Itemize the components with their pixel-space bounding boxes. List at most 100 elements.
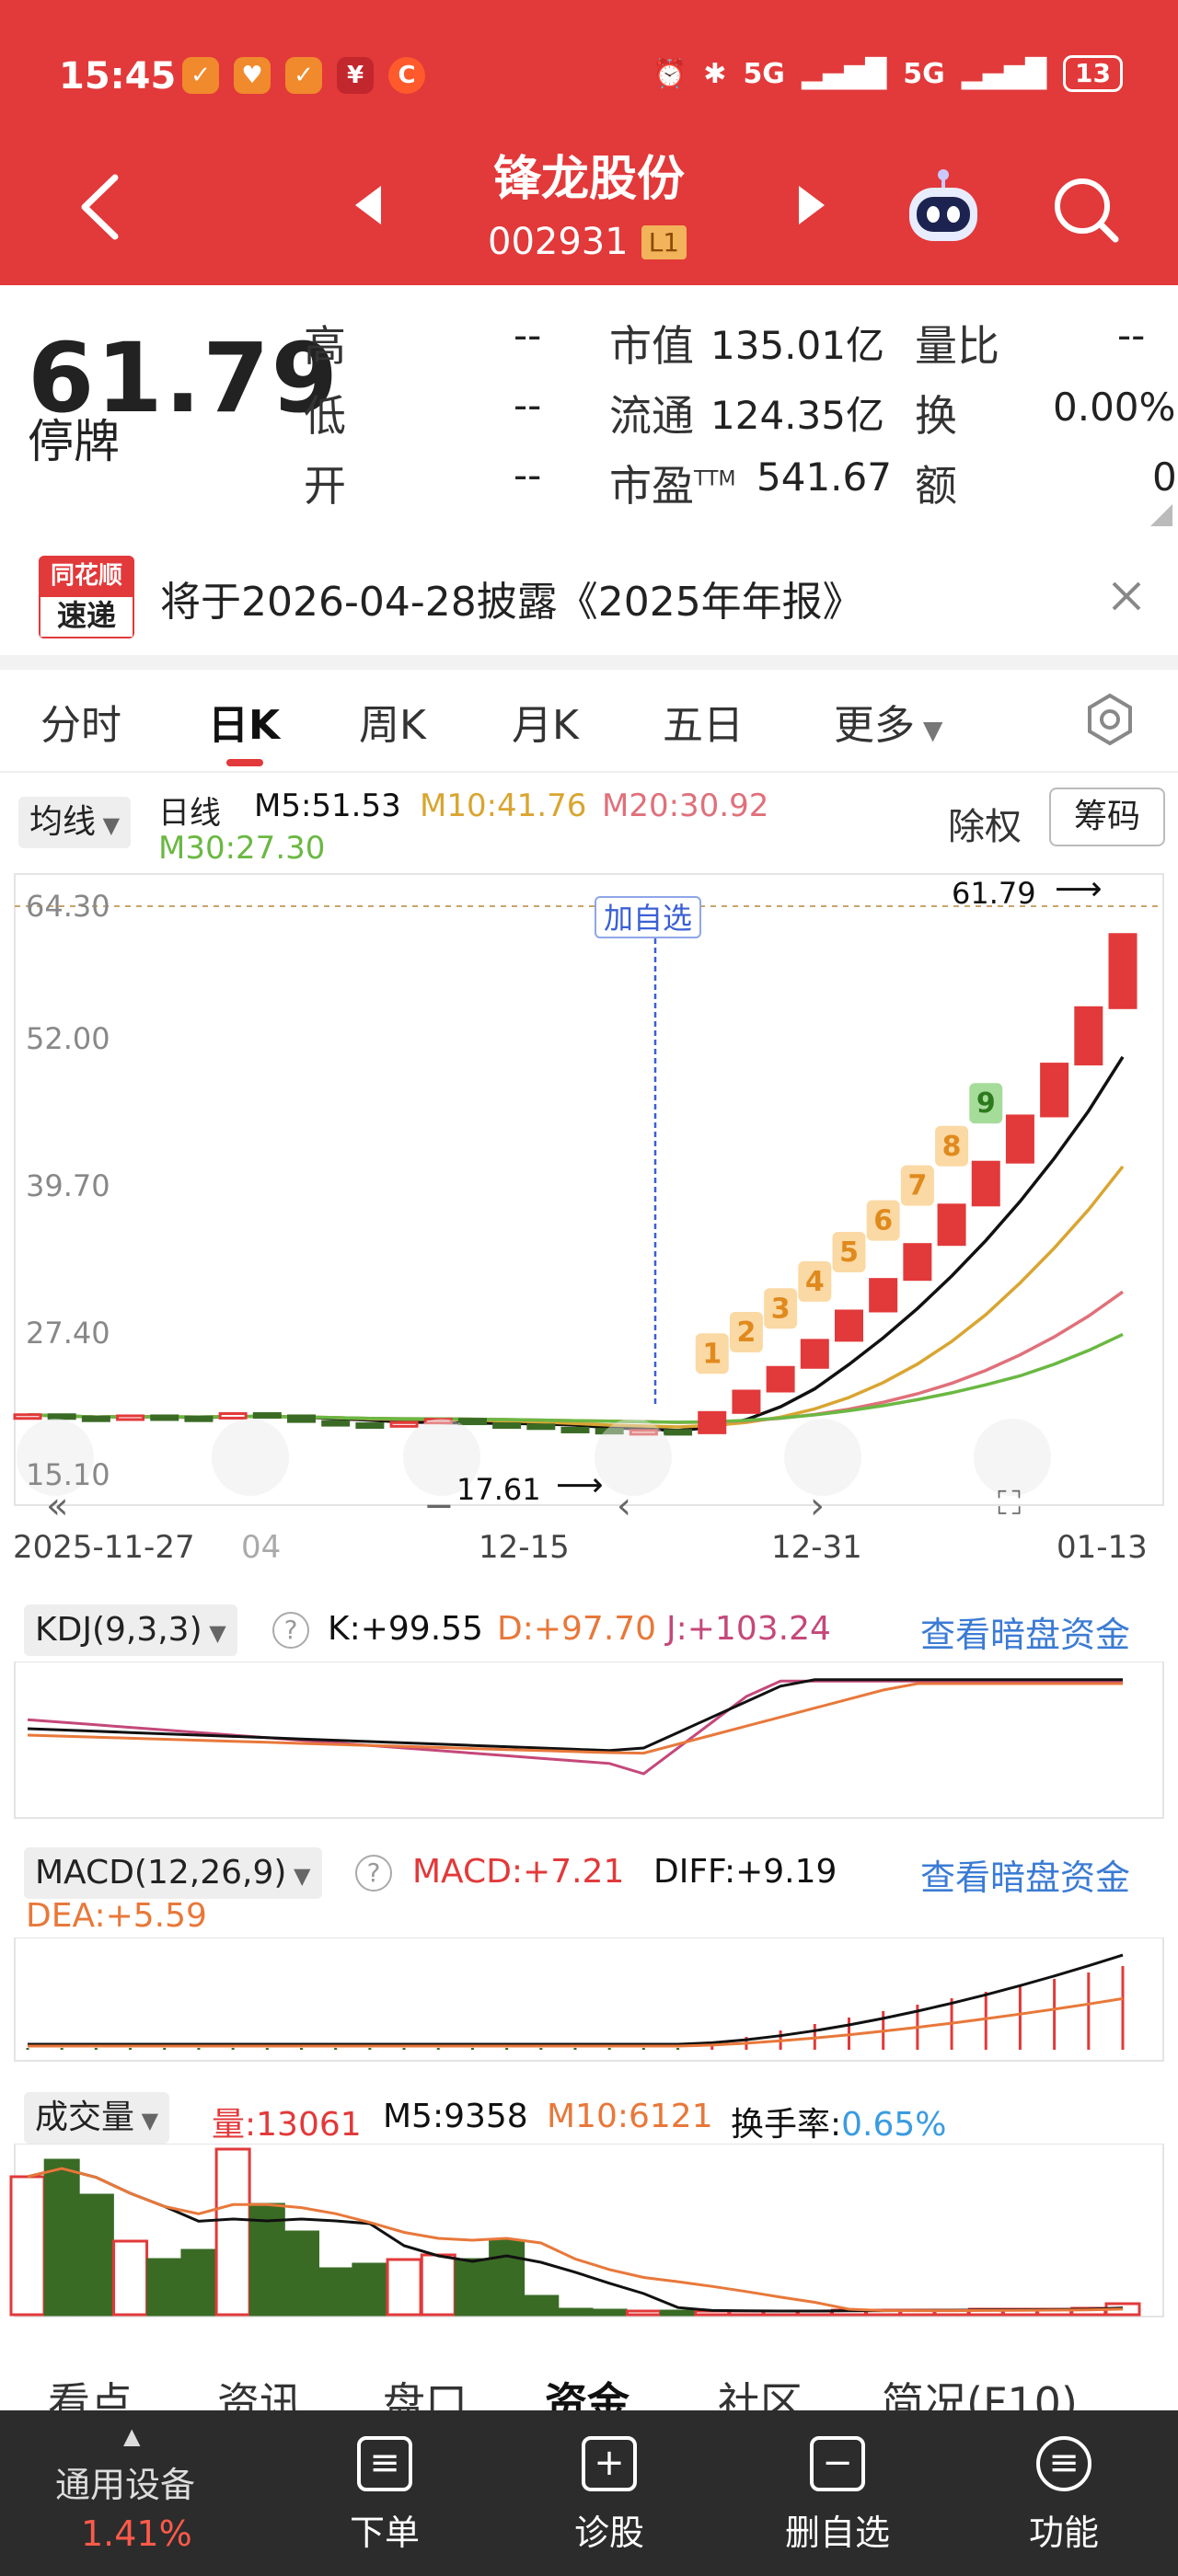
- volume-m10-value: M10:6121: [547, 2098, 713, 2135]
- volume-bar: [9, 2175, 46, 2317]
- candle: [13, 1413, 42, 1420]
- pe-label: 市盈TTM: [609, 453, 735, 513]
- chart-settings-icon[interactable]: [1082, 692, 1138, 747]
- next-stock-icon[interactable]: [793, 182, 830, 228]
- candle: [47, 1413, 76, 1420]
- turnover-label: 换: [915, 391, 957, 441]
- min-price-marker: 17.61: [456, 1472, 541, 1507]
- diagnose-button[interactable]: + 诊股: [517, 2436, 701, 2555]
- macd-dark-pool-link[interactable]: 查看暗盘资金: [920, 1857, 1131, 1898]
- prev-icon[interactable]: ‹: [617, 1485, 631, 1527]
- volume-bar: [523, 2294, 560, 2317]
- functions-button[interactable]: ≡ 功能: [972, 2436, 1156, 2555]
- x-tick-1: 04: [241, 1529, 282, 1566]
- add-watchlist-tag[interactable]: 加自选: [595, 896, 702, 938]
- order-label: 下单: [349, 2513, 420, 2553]
- bottom-toolbar: ▲ 通用设备 1.41% ≡ 下单 + 诊股 − 删自选 ≡ 功能: [0, 2410, 1178, 2576]
- candle: [184, 1415, 214, 1422]
- candle: [629, 1429, 658, 1436]
- badge-bottom-text: 速递: [39, 597, 134, 638]
- tab-intraday[interactable]: 分时: [40, 702, 121, 749]
- volume-select[interactable]: 成交量 ▼: [24, 2092, 170, 2144]
- tab-daily-k[interactable]: 日K: [208, 702, 281, 749]
- volume-bar: [557, 2307, 594, 2317]
- stock-name: 锋龙股份: [492, 152, 685, 207]
- kdj-d-line: [27, 1682, 1123, 1755]
- next-icon[interactable]: ›: [810, 1485, 825, 1527]
- candle: [800, 1339, 829, 1369]
- zoom-out-icon[interactable]: −: [423, 1485, 455, 1527]
- macd-help-icon[interactable]: ?: [355, 1855, 392, 1892]
- countdown-label: 5: [839, 1236, 859, 1269]
- kdj-select[interactable]: KDJ(9,3,3) ▼: [24, 1604, 237, 1656]
- kdj-k-line: [27, 1678, 1123, 1753]
- tab-monthly-k[interactable]: 月K: [512, 702, 579, 749]
- notice-banner[interactable]: 同花顺 速递 将于2026-04-28披露《2025年年报》: [0, 543, 1178, 653]
- indicator-select[interactable]: 均线 ▼: [18, 797, 132, 848]
- tab-five-day[interactable]: 五日: [663, 702, 744, 749]
- kdj-dark-pool-link[interactable]: 查看暗盘资金: [920, 1615, 1131, 1655]
- macd-select[interactable]: MACD(12,26,9) ▼: [24, 1847, 322, 1899]
- expand-corner-icon[interactable]: [1150, 504, 1172, 526]
- ex-right-toggle[interactable]: 除权: [948, 806, 1022, 848]
- close-icon[interactable]: [1110, 580, 1143, 613]
- stock-code-row: 002931 L1: [488, 221, 687, 263]
- tab-weekly-k[interactable]: 周K: [359, 702, 426, 749]
- status-time: 15:45: [59, 55, 177, 98]
- candle: [116, 1414, 145, 1421]
- sector-name[interactable]: 通用设备: [55, 2465, 196, 2505]
- turnover-value: 0.00%: [1053, 385, 1176, 430]
- candle: [560, 1426, 590, 1433]
- volume-bar: [318, 2267, 354, 2317]
- candle: [698, 1410, 727, 1434]
- pe-value: 541.67: [756, 454, 892, 500]
- section-divider: [0, 655, 1178, 670]
- volume-bar: [660, 2309, 697, 2317]
- order-button[interactable]: ≡ 下单: [293, 2436, 477, 2555]
- countdown-label: 9: [976, 1087, 996, 1120]
- countdown-label: 3: [771, 1293, 791, 1325]
- volume-bar: [591, 2308, 628, 2317]
- tabs-divider: [0, 771, 1178, 773]
- volume-bar: [43, 2158, 80, 2317]
- tab-more[interactable]: 更多 ▼: [834, 692, 942, 751]
- candle: [526, 1423, 556, 1431]
- robot-assistant-icon[interactable]: [902, 166, 985, 248]
- turnover-rate: 换手率:0.65%: [731, 2098, 947, 2145]
- x-tick-2: 12-15: [479, 1529, 570, 1566]
- countdown-label: 2: [737, 1317, 756, 1349]
- chips-button[interactable]: 筹码: [1049, 788, 1165, 846]
- ma5-label: M5:51.53: [254, 788, 401, 824]
- level-badge: L1: [641, 224, 687, 259]
- amount-label: 额: [915, 461, 957, 511]
- remove-watchlist-label: 删自选: [784, 2513, 890, 2553]
- fullscreen-icon[interactable]: ⛶: [998, 1485, 1022, 1523]
- signal-5g-1: 5G: [743, 57, 785, 90]
- sector-change: 1.41%: [81, 2513, 192, 2554]
- float-value: 124.35亿: [710, 393, 884, 438]
- active-tab-indicator: [226, 759, 263, 766]
- back-arrow-icon[interactable]: [74, 170, 129, 244]
- candle: [287, 1414, 316, 1423]
- volume-bar: [454, 2258, 491, 2317]
- chevron-up-icon: ▲: [123, 2423, 141, 2449]
- diagnose-icon: +: [582, 2436, 637, 2491]
- candle: [150, 1414, 179, 1421]
- mcap-value: 135.01亿: [710, 323, 884, 368]
- turnover-rate-value: 0.65%: [841, 2106, 947, 2144]
- app-header: 15:45 ✓ ♥ ✓ ¥ C ⏰ ✱ 5G ▂▄▆█ 5G ▂▄▆█ 13 锋…: [0, 0, 1178, 285]
- left-scroll-icon[interactable]: «: [46, 1485, 69, 1527]
- kdj-d-value: D:+97.70: [497, 1610, 657, 1648]
- volume-bar: [180, 2248, 217, 2317]
- remove-watchlist-button[interactable]: − 删自选: [745, 2436, 930, 2555]
- kdj-help-icon[interactable]: ?: [272, 1612, 309, 1649]
- prev-stock-icon[interactable]: [350, 182, 387, 228]
- chevron-down-icon: ▼: [915, 715, 943, 745]
- candle: [835, 1309, 863, 1342]
- candle: [218, 1412, 248, 1420]
- search-icon[interactable]: [1049, 173, 1123, 247]
- functions-label: 功能: [1028, 2513, 1099, 2553]
- candle: [492, 1422, 522, 1430]
- candle: [869, 1278, 898, 1313]
